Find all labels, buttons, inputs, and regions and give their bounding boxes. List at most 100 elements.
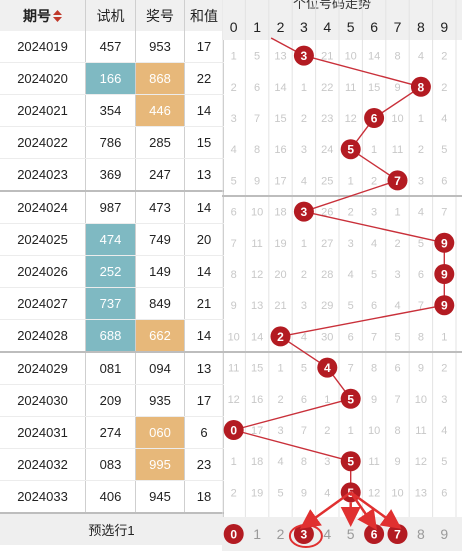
omission-value: 6 xyxy=(371,300,377,312)
digit-ball-label: 0 xyxy=(230,424,237,438)
omission-value: 10 xyxy=(391,113,403,125)
draw-number-cell: 749 xyxy=(135,223,185,256)
preselect-ball-label: 0 xyxy=(230,528,237,542)
digit-ball-label: 6 xyxy=(371,112,378,126)
trial-number-cell: 354 xyxy=(85,94,136,127)
trial-number-cell: 209 xyxy=(85,384,136,417)
table-row: 2024025 474 749 20 xyxy=(0,223,224,256)
omission-value: 6 xyxy=(254,82,260,94)
sum-value-cell: 17 xyxy=(184,31,224,63)
period-cell: 2024032 xyxy=(0,448,86,481)
sum-value-cell: 14 xyxy=(184,191,224,224)
omission-value: 8 xyxy=(371,363,377,375)
trial-number-cell: 406 xyxy=(85,480,136,514)
draw-number-cell: 953 xyxy=(135,31,185,63)
period-cell: 2024021 xyxy=(0,94,86,127)
preselect-digit-4[interactable]: 4 xyxy=(323,526,331,542)
omission-value: 8 xyxy=(394,425,400,437)
trend-line xyxy=(233,398,351,431)
digit-ball-label: 9 xyxy=(441,268,448,282)
digit-header-2: 2 xyxy=(277,19,285,35)
omission-value: 4 xyxy=(301,331,307,343)
omission-value: 4 xyxy=(441,425,447,437)
omission-value: 11 xyxy=(251,238,262,250)
preselect-row: 预选行1 xyxy=(0,512,224,545)
preselect-digit-5[interactable]: 5 xyxy=(347,526,355,542)
digit-ball xyxy=(340,388,361,409)
preselect-ball-3[interactable] xyxy=(293,524,314,544)
omission-value: 1 xyxy=(231,456,237,468)
omission-value: 10 xyxy=(228,331,240,343)
omission-value: 1 xyxy=(301,82,307,94)
omission-value: 4 xyxy=(231,144,237,156)
period-header[interactable]: 期号 xyxy=(0,0,86,31)
digit-ball xyxy=(434,232,455,253)
omission-value: 1 xyxy=(394,207,400,219)
draw-number-cell: 446 xyxy=(135,94,185,127)
period-cell: 2024031 xyxy=(0,416,86,449)
omission-value: 8 xyxy=(254,144,260,156)
period-cell: 2024030 xyxy=(0,384,86,417)
digit-ball-label: 9 xyxy=(441,236,448,250)
table-row: 2024028 688 662 14 xyxy=(0,319,224,353)
omission-value: 4 xyxy=(277,456,283,468)
digit-ball xyxy=(340,451,361,472)
trial-number-cell: 987 xyxy=(85,191,136,224)
omission-value: 11 xyxy=(228,363,239,375)
table-row: 2024030 209 935 17 xyxy=(0,384,224,417)
omission-value: 4 xyxy=(418,207,424,219)
omission-value: 16 xyxy=(251,394,263,406)
omission-value: 5 xyxy=(277,487,283,499)
digit-ball-label: 4 xyxy=(324,361,331,375)
table-header: 期号 试机 奖号 和值 xyxy=(0,0,224,31)
omission-value: 18 xyxy=(274,207,286,219)
omission-value: 1 xyxy=(348,175,354,187)
omission-value: 10 xyxy=(391,487,403,499)
digit-header-8: 8 xyxy=(417,19,425,35)
omission-value: 6 xyxy=(441,175,447,187)
period-cell: 2024020 xyxy=(0,62,86,95)
preselect-digit-9[interactable]: 9 xyxy=(440,526,448,542)
sum-value-cell: 14 xyxy=(184,255,224,288)
period-cell: 2024022 xyxy=(0,126,86,159)
preselect-digit-2[interactable]: 2 xyxy=(277,526,285,542)
digit-ball-label: 3 xyxy=(301,49,308,63)
trial-header: 试机 xyxy=(85,0,136,31)
omission-value: 3 xyxy=(394,269,400,281)
digit-ball xyxy=(293,45,314,66)
omission-value: 2 xyxy=(231,82,237,94)
omission-value: 10 xyxy=(345,51,357,63)
table-row: 2024031 274 060 6 xyxy=(0,416,224,449)
omission-value: 7 xyxy=(418,300,424,312)
draw-number-cell: 094 xyxy=(135,352,185,385)
preselect-digit-8[interactable]: 8 xyxy=(417,526,425,542)
digit-ball xyxy=(410,76,431,97)
sum-value-cell: 23 xyxy=(184,448,224,481)
omission-value: 21 xyxy=(274,300,286,312)
sort-up-down-icon[interactable] xyxy=(53,9,62,25)
period-cell: 2024023 xyxy=(0,158,86,192)
omission-value: 19 xyxy=(251,487,263,499)
preselect-digit-1[interactable]: 1 xyxy=(253,526,261,542)
omission-value: 4 xyxy=(394,300,400,312)
trend-line xyxy=(303,210,445,244)
sum-value-cell: 6 xyxy=(184,416,224,449)
trial-number-cell: 252 xyxy=(85,255,136,288)
preselect-ball-0[interactable] xyxy=(223,524,244,544)
trend-header-bg xyxy=(222,0,462,40)
omission-value: 2 xyxy=(301,269,307,281)
preselect-ball-7[interactable] xyxy=(387,524,408,544)
omission-value: 10 xyxy=(415,394,427,406)
sum-value-cell: 14 xyxy=(184,94,224,127)
sum-value-cell: 15 xyxy=(184,126,224,159)
omission-value: 2 xyxy=(277,394,283,406)
sum-value-cell: 17 xyxy=(184,384,224,417)
sum-value-cell: 21 xyxy=(184,287,224,320)
omission-value: 3 xyxy=(348,238,354,250)
sum-value-cell: 13 xyxy=(184,352,224,385)
period-cell: 2024027 xyxy=(0,287,86,320)
omission-value: 1 xyxy=(277,363,283,375)
omission-value: 29 xyxy=(321,300,333,312)
table-row: 2024033 406 945 18 xyxy=(0,480,224,514)
draw-number-cell: 247 xyxy=(135,158,185,192)
